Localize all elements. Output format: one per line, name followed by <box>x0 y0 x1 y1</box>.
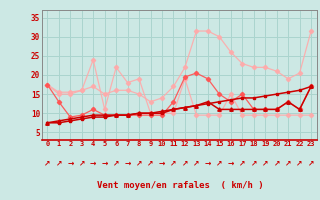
Text: ↗: ↗ <box>296 158 303 168</box>
Text: ↗: ↗ <box>262 158 268 168</box>
Text: ↗: ↗ <box>251 158 257 168</box>
Text: →: → <box>90 158 96 168</box>
Text: ↗: ↗ <box>44 158 51 168</box>
Text: ↗: ↗ <box>285 158 291 168</box>
Text: →: → <box>101 158 108 168</box>
Text: →: → <box>205 158 211 168</box>
Text: Vent moyen/en rafales  ( km/h ): Vent moyen/en rafales ( km/h ) <box>98 182 264 190</box>
Text: ↗: ↗ <box>170 158 177 168</box>
Text: ↗: ↗ <box>274 158 280 168</box>
Text: ↗: ↗ <box>193 158 200 168</box>
Text: ↗: ↗ <box>308 158 314 168</box>
Text: →: → <box>124 158 131 168</box>
Text: →: → <box>159 158 165 168</box>
Text: →: → <box>228 158 234 168</box>
Text: ↗: ↗ <box>147 158 154 168</box>
Text: ↗: ↗ <box>56 158 62 168</box>
Text: ↗: ↗ <box>216 158 222 168</box>
Text: ↗: ↗ <box>136 158 142 168</box>
Text: →: → <box>67 158 74 168</box>
Text: ↗: ↗ <box>182 158 188 168</box>
Text: ↗: ↗ <box>239 158 245 168</box>
Text: ↗: ↗ <box>113 158 119 168</box>
Text: ↗: ↗ <box>78 158 85 168</box>
